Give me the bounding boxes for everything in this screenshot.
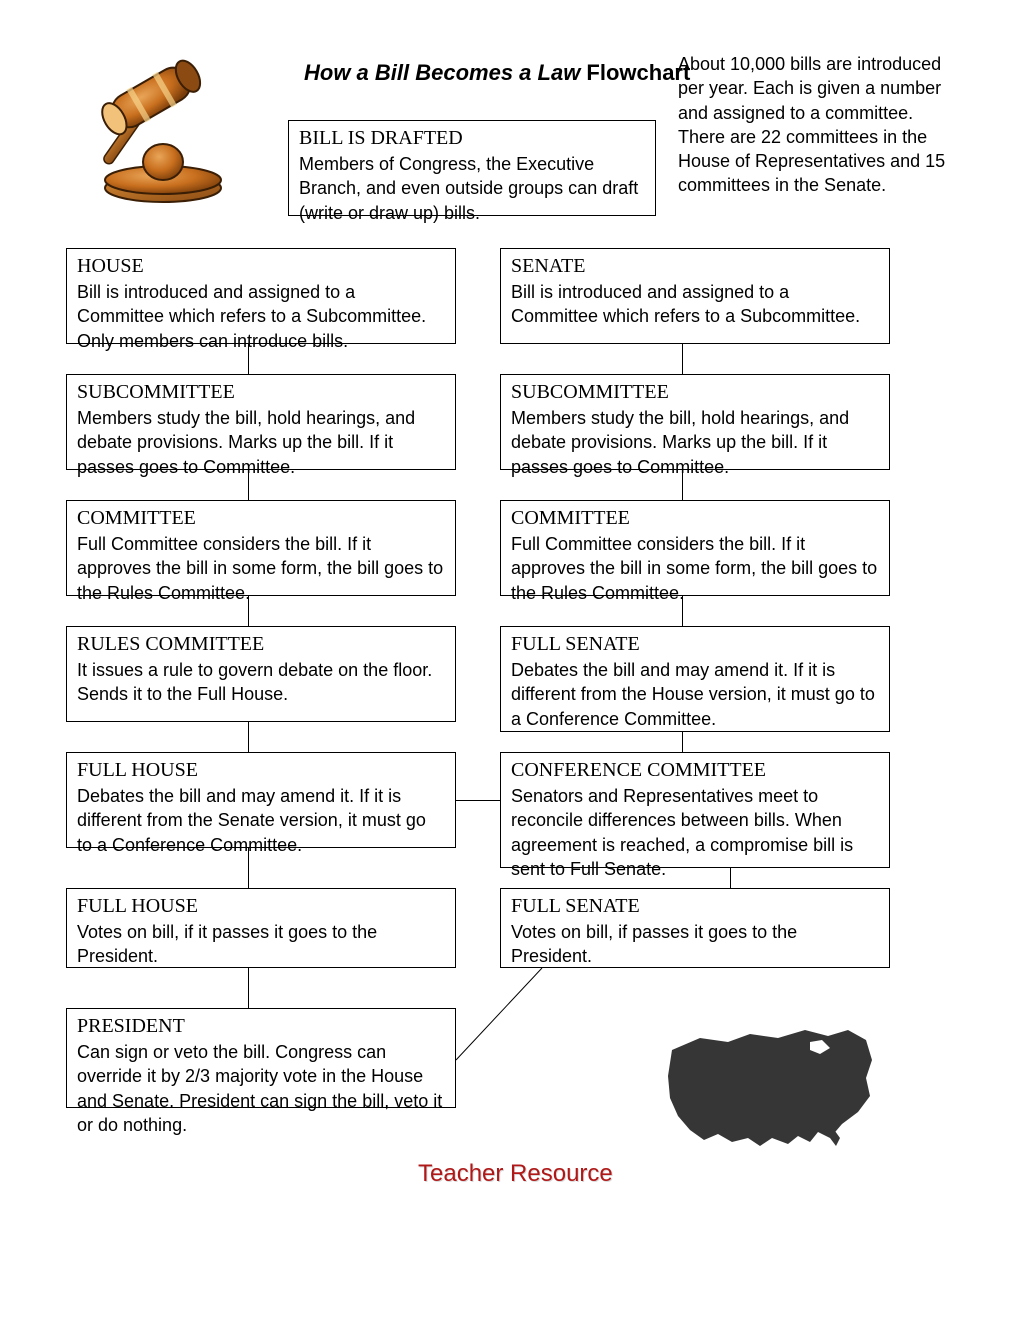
connector [682, 732, 683, 752]
flow-box-house: HOUSEBill is introduced and assigned to … [66, 248, 456, 344]
connector [682, 344, 683, 374]
box-title: SUBCOMMITTEE [77, 381, 445, 404]
box-body: Bill is introduced and assigned to a Com… [511, 280, 879, 329]
connector [682, 596, 683, 626]
connector [248, 968, 249, 1008]
flow-box-s-sub: SUBCOMMITTEEMembers study the bill, hold… [500, 374, 890, 470]
connector [730, 868, 731, 888]
box-body: Can sign or veto the bill. Congress can … [77, 1040, 445, 1137]
connector [456, 800, 500, 801]
box-body: Full Committee considers the bill. If it… [77, 532, 445, 605]
box-title: FULL HOUSE [77, 759, 445, 782]
box-body: It issues a rule to govern debate on the… [77, 658, 445, 707]
connector [248, 848, 249, 888]
gavel-icon [78, 52, 248, 212]
box-body: Full Committee considers the bill. If it… [511, 532, 879, 605]
connector [682, 470, 683, 500]
side-note: About 10,000 bills are introduced per ye… [678, 52, 962, 198]
title-rest: Flowchart [580, 60, 690, 85]
box-body: Bill is introduced and assigned to a Com… [77, 280, 445, 353]
box-title: FULL SENATE [511, 633, 879, 656]
page-title: How a Bill Becomes a Law Flowchart [304, 60, 690, 86]
box-title: COMMITTEE [77, 507, 445, 530]
box-title: BILL IS DRAFTED [299, 127, 645, 150]
flow-box-drafted: BILL IS DRAFTEDMembers of Congress, the … [288, 120, 656, 216]
box-title: HOUSE [77, 255, 445, 278]
box-body: Debates the bill and may amend it. If it… [77, 784, 445, 857]
box-title: FULL SENATE [511, 895, 879, 918]
flow-box-s-comm: COMMITTEEFull Committee considers the bi… [500, 500, 890, 596]
box-title: PRESIDENT [77, 1015, 445, 1038]
title-italic: How a Bill Becomes a Law [304, 60, 580, 85]
flow-box-s-full2: FULL SENATEVotes on bill, if passes it g… [500, 888, 890, 968]
connector [248, 722, 249, 752]
flow-box-rules: RULES COMMITTEEIt issues a rule to gover… [66, 626, 456, 722]
flow-box-h-full2: FULL HOUSEVotes on bill, if it passes it… [66, 888, 456, 968]
box-title: SENATE [511, 255, 879, 278]
box-title: RULES COMMITTEE [77, 633, 445, 656]
box-title: COMMITTEE [511, 507, 879, 530]
flow-box-h-sub: SUBCOMMITTEEMembers study the bill, hold… [66, 374, 456, 470]
flow-box-president: PRESIDENTCan sign or veto the bill. Cong… [66, 1008, 456, 1108]
flow-box-senate: SENATEBill is introduced and assigned to… [500, 248, 890, 344]
box-title: FULL HOUSE [77, 895, 445, 918]
box-title: CONFERENCE COMMITTEE [511, 759, 879, 782]
box-body: Debates the bill and may amend it. If it… [511, 658, 879, 731]
connector [248, 470, 249, 500]
box-body: Votes on bill, if it passes it goes to t… [77, 920, 445, 969]
flow-box-s-full1: FULL SENATEDebates the bill and may amen… [500, 626, 890, 732]
box-body: Votes on bill, if passes it goes to the … [511, 920, 879, 969]
flow-box-conf: CONFERENCE COMMITTEESenators and Represe… [500, 752, 890, 868]
box-body: Members study the bill, hold hearings, a… [511, 406, 879, 479]
box-body: Members study the bill, hold hearings, a… [77, 406, 445, 479]
box-body: Senators and Representatives meet to rec… [511, 784, 879, 881]
connector [248, 344, 249, 374]
flow-box-h-comm: COMMITTEEFull Committee considers the bi… [66, 500, 456, 596]
footer-label: Teacher Resource [418, 1160, 613, 1188]
flow-box-h-full1: FULL HOUSEDebates the bill and may amend… [66, 752, 456, 848]
connector-diagonal [456, 968, 544, 1062]
usa-map-icon [660, 1020, 880, 1150]
box-title: SUBCOMMITTEE [511, 381, 879, 404]
box-body: Members of Congress, the Executive Branc… [299, 152, 645, 225]
connector [248, 596, 249, 626]
